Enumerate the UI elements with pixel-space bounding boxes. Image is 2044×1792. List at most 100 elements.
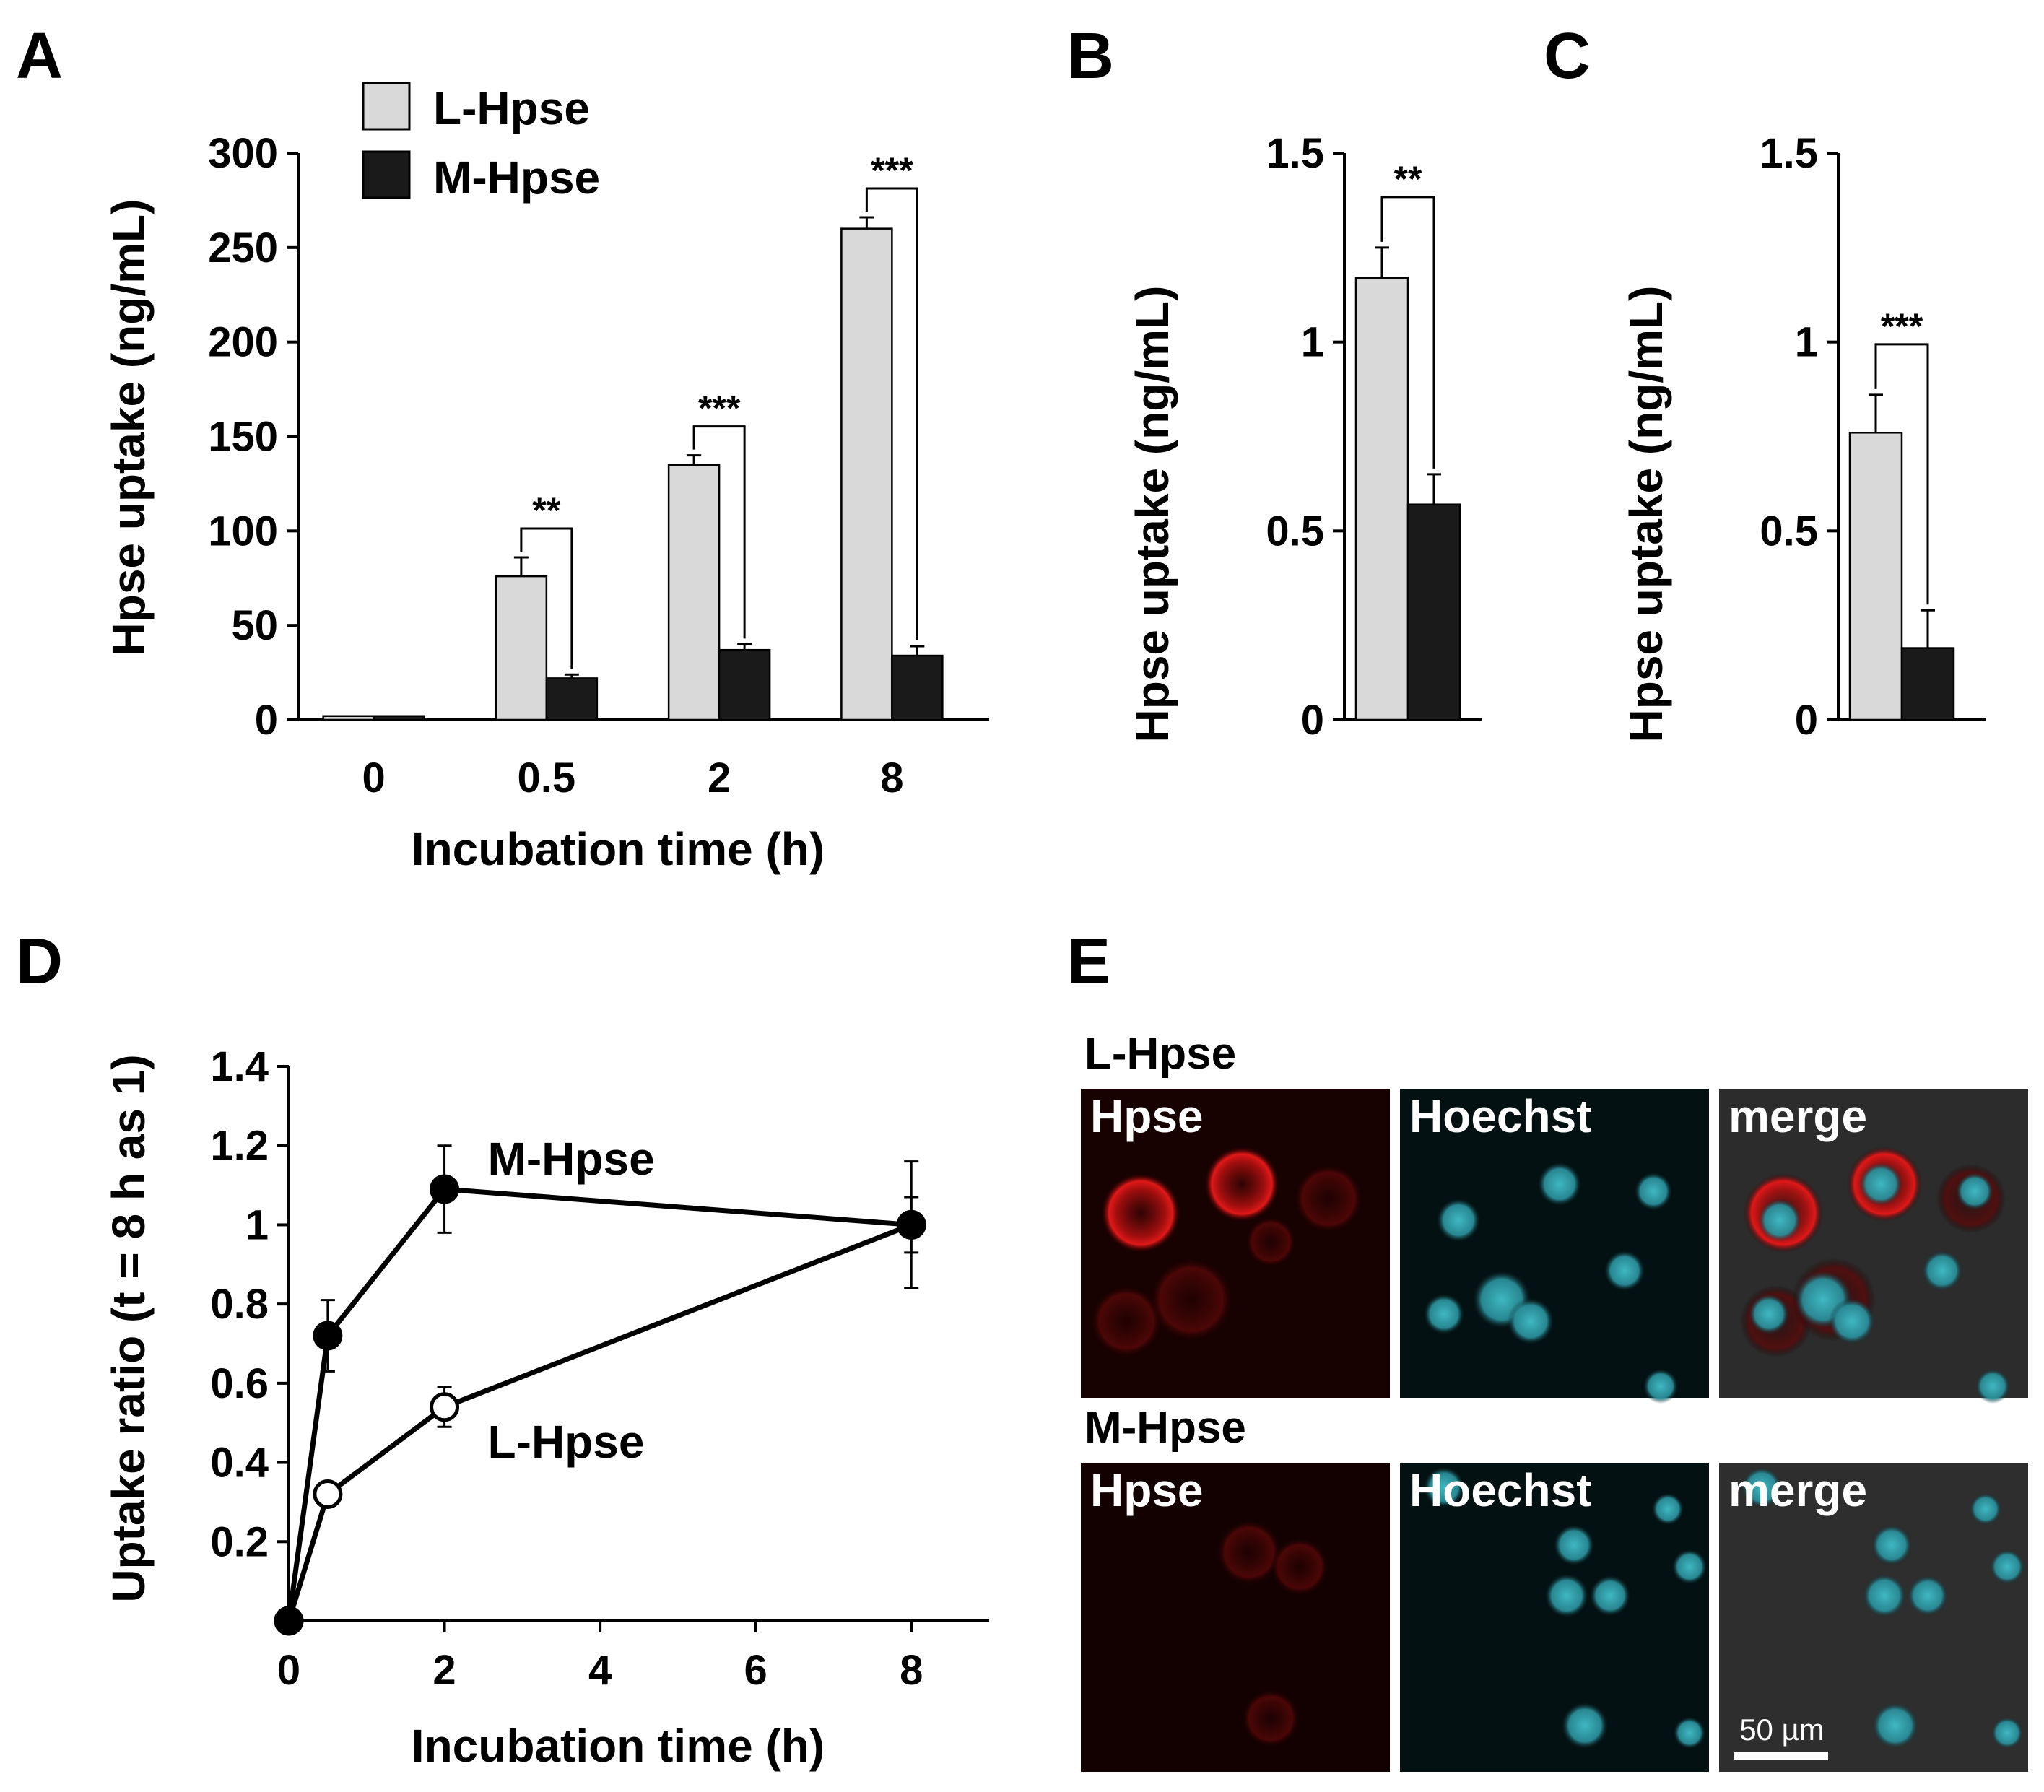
panel-a-x-tick-label: 8 bbox=[880, 754, 903, 801]
panel-c-significance-bracket-label: *** bbox=[1881, 306, 1923, 347]
micrograph-row-label-m-hpse: M-Hpse bbox=[1084, 1403, 1246, 1453]
panel-a-legend: L-Hpse M-Hpse bbox=[362, 82, 600, 204]
panel-d-y-tick-label: 0.4 bbox=[210, 1440, 269, 1487]
panel-d-line-l-hpse bbox=[286, 1222, 913, 1622]
panel-d-y-tick-label: 1.2 bbox=[210, 1123, 269, 1170]
panel-d-series-label-l-hpse: L-Hpse bbox=[488, 1416, 645, 1468]
channel-label-hoechst: Hoechst bbox=[1409, 1090, 1592, 1142]
panel-a-bar-chart: L-Hpse M-Hpse Hpse uptake (ng/mL) Incuba… bbox=[103, 82, 989, 875]
panel-d-point-m-hpse bbox=[274, 1606, 304, 1636]
panel-c-bar-chart: Hpse uptake (ng/mL) 0 0.5 1 1.5 *** bbox=[1620, 130, 1986, 744]
panel-d-series-label-m-hpse: M-Hpse bbox=[488, 1133, 655, 1185]
panel-a-significance-bracket-label: *** bbox=[871, 150, 913, 191]
panel-a-bar-l-hpse bbox=[667, 464, 721, 721]
panel-a-y-tick-label: 300 bbox=[208, 130, 278, 177]
panel-a-y-tick-label: 100 bbox=[208, 508, 278, 554]
panel-letter-c: C bbox=[1544, 20, 1591, 92]
panel-b-y-tick-label: 0.5 bbox=[1266, 508, 1324, 554]
panel-a-x-tick-label: 2 bbox=[708, 754, 731, 801]
panel-d-point-m-hpse bbox=[313, 1321, 343, 1351]
panel-a-significance-bracket bbox=[520, 527, 573, 669]
panel-c-bar-m-hpse bbox=[1900, 647, 1955, 721]
panel-c-significance-bracket bbox=[1874, 343, 1929, 605]
panel-b-significance-bracket bbox=[1380, 196, 1435, 469]
micrograph-m-hpse-hpse: Hpse bbox=[1081, 1463, 1390, 1772]
panel-d-line-m-hpse bbox=[286, 1186, 912, 1622]
micrograph-m-hpse-merge: merge 50 µm bbox=[1719, 1463, 2028, 1772]
panel-a-bar-m-hpse bbox=[891, 654, 944, 721]
panel-a-bar-m-hpse bbox=[545, 677, 599, 721]
panel-d-y-tick-label: 0.6 bbox=[210, 1360, 269, 1407]
panel-d-y-tick-label: 0.8 bbox=[210, 1281, 269, 1328]
panel-letter-a: A bbox=[16, 20, 63, 92]
panel-letter-e: E bbox=[1067, 926, 1110, 998]
panel-b-bar-chart: Hpse uptake (ng/mL) 0 0.5 1 1.5 ** bbox=[1126, 130, 1482, 744]
scale-bar bbox=[1734, 1752, 1828, 1760]
panel-e-micrographs: L-Hpse M-Hpse Hpse Hoechst bbox=[1081, 1029, 2028, 1772]
panel-b-y-axis-label: Hpse uptake (ng/mL) bbox=[1126, 286, 1178, 743]
panel-c-y-tick-label: 0.5 bbox=[1760, 508, 1818, 554]
panel-d-point-m-hpse bbox=[430, 1174, 460, 1204]
channel-label-merge: merge bbox=[1728, 1090, 1867, 1142]
panel-b-y-tick-label: 1.5 bbox=[1266, 130, 1324, 177]
panel-d-line-chart: Uptake ratio (t = 8 h as 1) Incubation t… bbox=[103, 1043, 989, 1772]
channel-label-hpse: Hpse bbox=[1090, 1090, 1204, 1142]
panel-c-y-tick-label: 1 bbox=[1795, 319, 1818, 366]
panel-a-y-tick-label: 150 bbox=[208, 414, 278, 461]
panel-d-y-tick-label: 1.4 bbox=[210, 1043, 269, 1090]
panel-a-significance-bracket bbox=[865, 187, 918, 640]
panel-a-bar-l-hpse bbox=[322, 715, 375, 721]
panel-d-x-tick-label: 2 bbox=[432, 1647, 456, 1694]
panel-a-x-tick-label: 0 bbox=[362, 754, 385, 801]
micrograph-l-hpse-merge: merge bbox=[1719, 1089, 2028, 1404]
panel-a-bar-l-hpse bbox=[840, 227, 893, 721]
panel-d-x-tick-label: 4 bbox=[588, 1647, 612, 1694]
panel-d-x-tick-label: 6 bbox=[744, 1647, 767, 1694]
micrograph-row-label-l-hpse: L-Hpse bbox=[1084, 1029, 1236, 1079]
panel-d-y-tick-label: 1 bbox=[245, 1201, 269, 1248]
panel-b-bar-l-hpse bbox=[1354, 277, 1409, 721]
panel-d-point-l-hpse bbox=[430, 1392, 460, 1422]
channel-label-merge-2: merge bbox=[1728, 1464, 1867, 1516]
panel-d-x-axis-label: Incubation time (h) bbox=[412, 1720, 825, 1772]
panel-a-significance-bracket bbox=[692, 425, 746, 639]
panel-d-point-l-hpse bbox=[313, 1479, 343, 1509]
legend-swatch-m-hpse bbox=[362, 150, 411, 199]
panel-d-point-m-hpse bbox=[896, 1209, 926, 1240]
micrograph-m-hpse-hoechst: Hoechst bbox=[1400, 1463, 1709, 1772]
panel-a-y-axis-label: Hpse uptake (ng/mL) bbox=[103, 199, 155, 656]
panel-a-y-tick-label: 50 bbox=[231, 602, 278, 649]
legend-label-m-hpse: M-Hpse bbox=[433, 152, 600, 204]
panel-b-significance-bracket-label: ** bbox=[1394, 159, 1422, 199]
channel-label-hoechst-2: Hoechst bbox=[1409, 1464, 1592, 1516]
panel-letter-b: B bbox=[1067, 20, 1114, 92]
panel-c-y-tick-label: 1.5 bbox=[1760, 130, 1818, 177]
micrograph-l-hpse-hpse: Hpse bbox=[1081, 1089, 1390, 1398]
legend-swatch-l-hpse bbox=[362, 82, 411, 131]
panel-d-x-tick-label: 0 bbox=[277, 1647, 300, 1694]
panel-a-bar-m-hpse bbox=[373, 715, 425, 721]
scale-bar-label: 50 µm bbox=[1739, 1713, 1825, 1747]
panel-d-x-tick-label: 8 bbox=[900, 1647, 923, 1694]
panel-a-x-axis-label: Incubation time (h) bbox=[412, 823, 825, 875]
panel-c-y-axis-label: Hpse uptake (ng/mL) bbox=[1620, 286, 1672, 743]
panel-a-significance-bracket-label: *** bbox=[698, 388, 741, 429]
panel-letter-d: D bbox=[16, 926, 63, 998]
panel-b-y-tick-label: 0 bbox=[1301, 697, 1324, 744]
panel-a-significance-bracket-label: ** bbox=[532, 490, 560, 531]
panel-b-bar-m-hpse bbox=[1406, 503, 1461, 721]
channel-label-hpse-2: Hpse bbox=[1090, 1464, 1204, 1516]
panel-a-bar-m-hpse bbox=[718, 648, 771, 721]
micrograph-l-hpse-hoechst: Hoechst bbox=[1400, 1089, 1709, 1404]
panel-c-bar-l-hpse bbox=[1848, 432, 1903, 721]
panel-c-y-tick-label: 0 bbox=[1795, 697, 1818, 744]
panel-b-y-tick-label: 1 bbox=[1301, 319, 1324, 366]
panel-a-y-tick-label: 0 bbox=[255, 697, 278, 744]
panel-a-y-tick-label: 250 bbox=[208, 225, 278, 271]
legend-label-l-hpse: L-Hpse bbox=[433, 82, 590, 134]
panel-d-y-tick-label: 0.2 bbox=[210, 1518, 269, 1565]
panel-d-y-axis-label: Uptake ratio (t = 8 h as 1) bbox=[103, 1054, 155, 1602]
panel-a-bar-l-hpse bbox=[495, 575, 548, 721]
panel-a-y-tick-label: 200 bbox=[208, 319, 278, 366]
